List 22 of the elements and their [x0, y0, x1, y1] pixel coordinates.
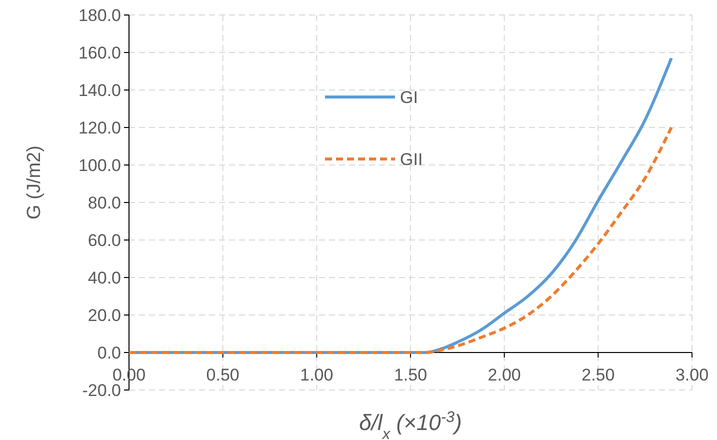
y-tick-label: 180.0 — [78, 6, 121, 25]
y-tick-label: 160.0 — [78, 44, 121, 62]
legend-label: GI — [400, 88, 418, 107]
y-tick-label: 20.0 — [88, 306, 121, 325]
y-tick-label: 140.0 — [78, 81, 121, 100]
line-series — [128, 126, 673, 354]
y-tick-label: -20.0 — [82, 381, 121, 400]
y-tick-label: 80.0 — [88, 194, 121, 212]
y-tick-label: 120.0 — [78, 118, 121, 138]
y-tick-label: 0.0 — [97, 344, 121, 362]
x-tick-label: 2.00 — [488, 366, 521, 384]
x-tick-label: 1.00 — [300, 366, 334, 384]
x-axis-title: δ/l$_{x}$ (×10$^{-3}$) — [359, 408, 462, 440]
y-tick-label: 40.0 — [88, 268, 121, 288]
y-tick-label: 100.0 — [78, 156, 121, 175]
y-tick-label: 60.0 — [88, 231, 121, 250]
x-tick-label: 1.50 — [394, 366, 428, 384]
x-tick-label: 3.00 — [675, 366, 709, 384]
x-tick-label: 2.50 — [582, 366, 615, 384]
legend-label: GII — [400, 150, 423, 169]
x-tick-label: 0.50 — [206, 366, 240, 384]
y-axis-title: G (J/m2) — [24, 146, 45, 220]
